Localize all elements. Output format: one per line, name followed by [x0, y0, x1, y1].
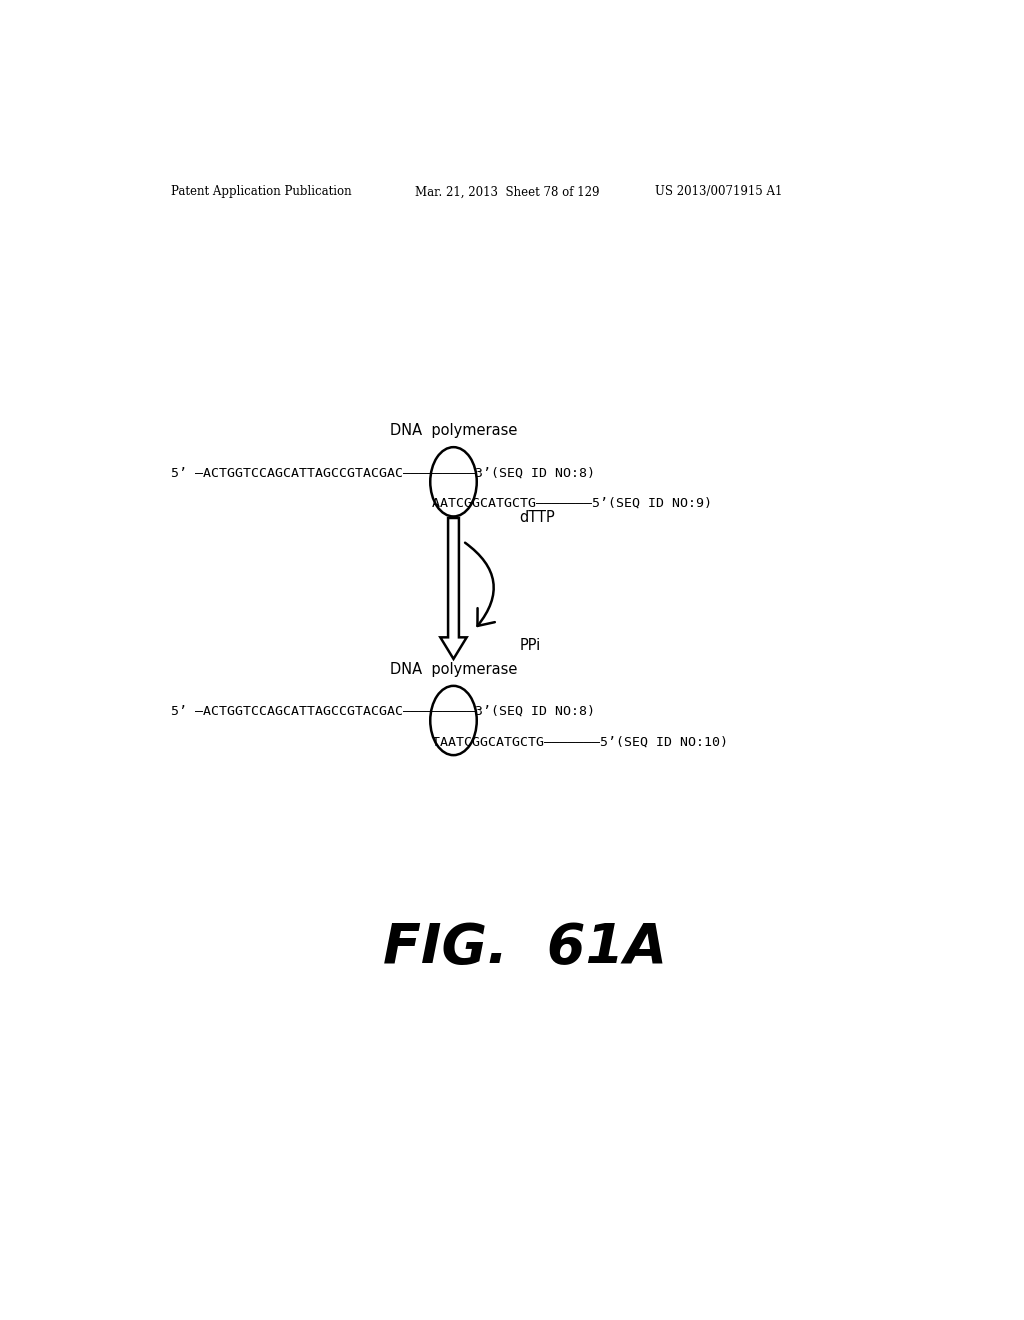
- Text: 5’ –ACTGGTCCAGCATTAGCCGTACGAC–––––––––3’(SEQ ID NO:8): 5’ –ACTGGTCCAGCATTAGCCGTACGAC–––––––––3’…: [171, 705, 595, 718]
- Text: PPi: PPi: [519, 638, 541, 652]
- Text: US 2013/0071915 A1: US 2013/0071915 A1: [655, 185, 782, 198]
- Polygon shape: [440, 517, 467, 659]
- FancyArrowPatch shape: [465, 543, 495, 626]
- Text: dTTP: dTTP: [519, 511, 555, 525]
- Text: Mar. 21, 2013  Sheet 78 of 129: Mar. 21, 2013 Sheet 78 of 129: [415, 185, 599, 198]
- Text: AATCGGCATGCTG–––––––5’(SEQ ID NO:9): AATCGGCATGCTG–––––––5’(SEQ ID NO:9): [432, 496, 712, 510]
- Text: FIG.  61A: FIG. 61A: [383, 920, 667, 974]
- Text: Patent Application Publication: Patent Application Publication: [171, 185, 351, 198]
- Text: 5’ –ACTGGTCCAGCATTAGCCGTACGAC–––––––––3’(SEQ ID NO:8): 5’ –ACTGGTCCAGCATTAGCCGTACGAC–––––––––3’…: [171, 466, 595, 479]
- Text: TAATCGGCATGCTG–––––––5’(SEQ ID NO:10): TAATCGGCATGCTG–––––––5’(SEQ ID NO:10): [432, 735, 728, 748]
- Text: DNA  polymerase: DNA polymerase: [390, 422, 517, 438]
- Text: DNA  polymerase: DNA polymerase: [390, 661, 517, 677]
